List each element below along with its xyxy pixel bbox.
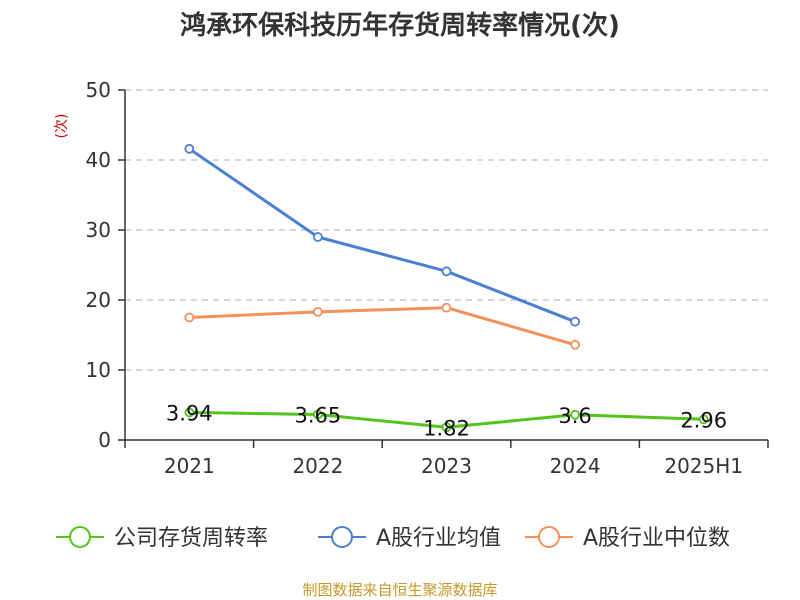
- legend-item-1: A股行业均值: [318, 526, 501, 551]
- data-label-1: 3.65: [295, 403, 342, 427]
- series-1-point-3: [570, 316, 580, 327]
- data-label-4: 2.96: [680, 408, 727, 432]
- data-label-3: 3.6: [558, 404, 591, 428]
- legend-label-1: A股行业均值: [376, 526, 501, 551]
- y-tick-label-3: 30: [86, 218, 111, 242]
- series-line-2: [189, 306, 576, 347]
- y-axis-label: (次): [54, 114, 70, 139]
- series-1: [184, 143, 580, 327]
- data-label-2: 1.82: [423, 416, 470, 440]
- y-tick-label-0: 0: [98, 428, 111, 452]
- series-group: [184, 143, 709, 433]
- legend-marker-2: [538, 526, 560, 548]
- legend-label-0: 公司存货周转率: [114, 526, 268, 551]
- series-0-point-1: [312, 409, 323, 420]
- chart-title: 鸿承环保科技历年存货周转率情况(次): [180, 10, 620, 41]
- series-2-point-2: [441, 302, 452, 313]
- series-2-point-3: [570, 339, 580, 350]
- legend-marker-1: [331, 526, 353, 548]
- legend-item-0: 公司存货周转率: [56, 526, 268, 551]
- data-labels: 3.94 3.65 1.82 3.6 2.96: [166, 401, 727, 440]
- series-2-point-0: [184, 312, 195, 323]
- x-tick-label-0: 2021: [164, 454, 215, 478]
- legend: 公司存货周转率 A股行业均值 A股行业中位数: [56, 526, 730, 551]
- x-tick-label-3: 2024: [550, 454, 601, 478]
- series-0-point-0: [184, 407, 195, 418]
- x-tick-label-2: 2023: [421, 454, 472, 478]
- series-2: [184, 302, 580, 350]
- source-note: 制图数据来自恒生聚源数据库: [302, 581, 497, 599]
- legend-marker-0: [69, 526, 91, 548]
- series-0-point-2: [441, 422, 452, 433]
- axes: 0 10 20 30 40 50 2021 2022 2023 2024 2025H1: [86, 78, 769, 478]
- legend-item-2: A股行业中位数: [525, 526, 730, 551]
- y-tick-label-5: 50: [86, 78, 111, 102]
- series-2-point-1: [312, 306, 323, 317]
- y-tick-label-2: 20: [86, 288, 111, 312]
- y-tick-label-4: 40: [86, 148, 111, 172]
- legend-label-2: A股行业中位数: [583, 526, 730, 551]
- x-tick-label-4: 2025H1: [664, 454, 743, 478]
- grid: [125, 89, 768, 371]
- x-tick-label-1: 2022: [292, 454, 343, 478]
- series-0-point-3: [570, 409, 580, 420]
- series-0: [184, 407, 709, 433]
- series-1-point-0: [184, 143, 195, 154]
- series-0-point-4: [698, 414, 709, 425]
- data-label-0: 3.94: [166, 401, 213, 425]
- series-1-point-2: [441, 266, 452, 277]
- series-line-1: [188, 147, 576, 324]
- series-1-point-1: [312, 232, 323, 242]
- y-tick-label-1: 10: [86, 358, 111, 382]
